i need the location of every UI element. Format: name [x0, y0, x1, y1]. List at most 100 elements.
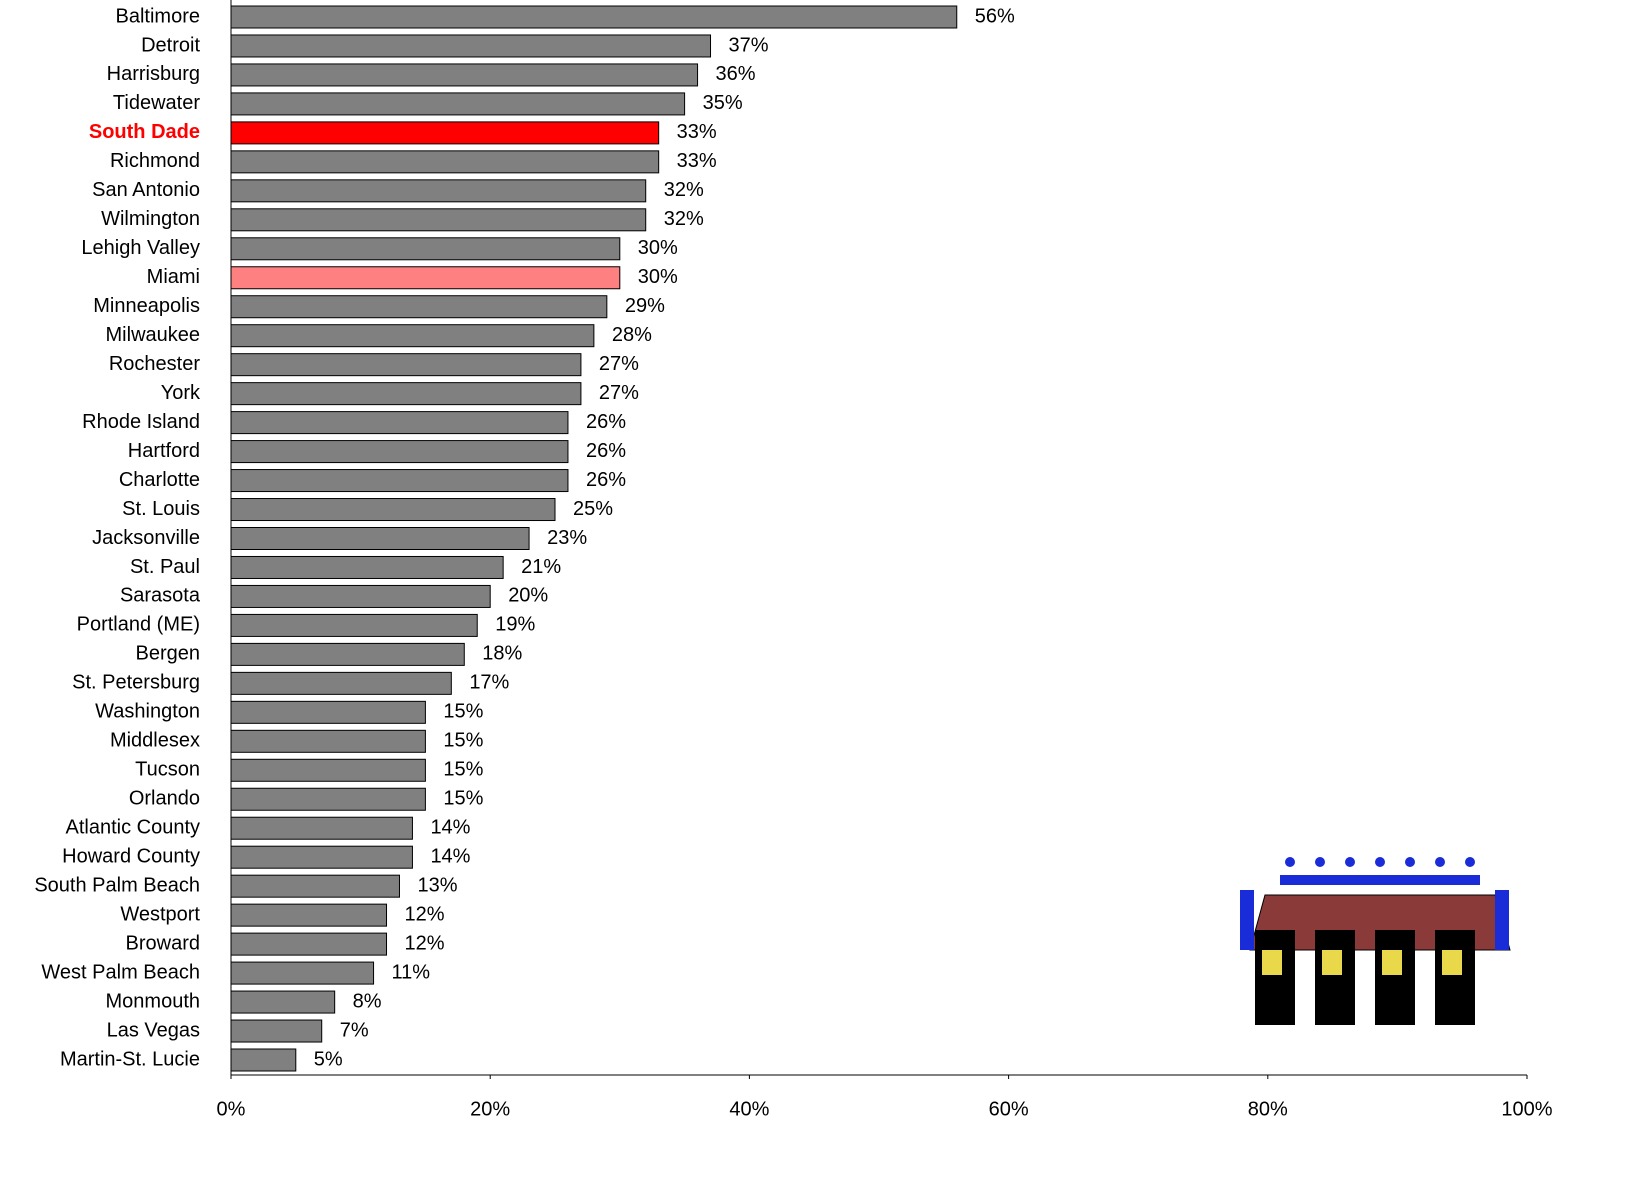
value-label: 26%: [586, 469, 626, 491]
bar: [230, 932, 388, 956]
category-label: St. Louis: [122, 498, 200, 520]
bar: [230, 353, 582, 377]
value-label: 30%: [638, 237, 678, 259]
value-label: 35%: [703, 92, 743, 114]
value-label: 15%: [443, 759, 483, 781]
x-tick-label: 40%: [729, 1098, 769, 1120]
value-label: 28%: [612, 324, 652, 346]
category-label: Westport: [120, 903, 200, 925]
value-label: 27%: [599, 353, 639, 375]
value-label: 12%: [405, 903, 445, 925]
category-label: Jacksonville: [92, 527, 200, 549]
bar: [230, 382, 582, 406]
x-tick-label: 80%: [1248, 1098, 1288, 1120]
category-label: South Dade: [89, 121, 200, 143]
value-label: 15%: [443, 730, 483, 752]
value-label: 23%: [547, 527, 587, 549]
bar: [230, 729, 426, 753]
bar: [230, 63, 699, 87]
category-label: Milwaukee: [106, 324, 200, 346]
category-label: Sarasota: [120, 585, 201, 607]
value-label: 7%: [340, 1019, 369, 1041]
value-label: 26%: [586, 440, 626, 462]
bar: [230, 874, 400, 898]
bar: [230, 816, 413, 840]
bar: [230, 584, 491, 608]
category-label: Baltimore: [116, 5, 200, 27]
value-label: 5%: [314, 1048, 343, 1070]
category-label: Harrisburg: [107, 63, 200, 85]
category-label: Monmouth: [106, 990, 201, 1012]
category-label: Atlantic County: [65, 817, 200, 839]
category-label: Broward: [126, 932, 200, 954]
value-label: 26%: [586, 411, 626, 433]
value-label: 56%: [975, 5, 1015, 27]
value-label: 21%: [521, 556, 561, 578]
x-tick-label: 20%: [470, 1098, 510, 1120]
category-label: Lehigh Valley: [81, 237, 200, 259]
category-label: Rochester: [109, 353, 200, 375]
value-label: 15%: [443, 788, 483, 810]
value-label: 12%: [405, 932, 445, 954]
value-label: 20%: [508, 585, 548, 607]
bar: [230, 440, 569, 464]
bar: [230, 295, 608, 319]
value-label: 32%: [664, 179, 704, 201]
value-label: 29%: [625, 295, 665, 317]
bar: [230, 266, 621, 290]
bar: [230, 5, 958, 29]
bar: [230, 700, 426, 724]
value-label: 33%: [677, 121, 717, 143]
category-label: Martin-St. Lucie: [60, 1048, 200, 1070]
category-label: Portland (ME): [77, 614, 200, 636]
category-label: York: [161, 382, 201, 404]
value-label: 17%: [469, 672, 509, 694]
bar: [230, 642, 465, 666]
x-tick-label: 0%: [217, 1098, 246, 1120]
bar: [230, 613, 478, 637]
value-label: 36%: [716, 63, 756, 85]
bar: [230, 845, 413, 869]
bar: [230, 34, 712, 58]
value-label: 18%: [482, 643, 522, 665]
value-label: 37%: [729, 34, 769, 56]
bar: [230, 121, 660, 145]
category-label: Charlotte: [119, 469, 200, 491]
bar: [230, 411, 569, 435]
category-label: St. Petersburg: [72, 672, 200, 694]
bar: [230, 179, 647, 203]
category-label: St. Paul: [130, 556, 200, 578]
bar: [230, 671, 452, 695]
bar: [230, 92, 686, 116]
x-tick-label: 60%: [989, 1098, 1029, 1120]
value-label: 25%: [573, 498, 613, 520]
category-label: Orlando: [129, 788, 200, 810]
category-label: Minneapolis: [93, 295, 200, 317]
category-label: Middlesex: [110, 730, 200, 752]
value-label: 11%: [392, 961, 431, 983]
category-label: Detroit: [141, 34, 200, 56]
bar: [230, 903, 388, 927]
category-label: Tidewater: [113, 92, 200, 114]
value-label: 32%: [664, 208, 704, 230]
bar: [230, 469, 569, 493]
value-label: 14%: [430, 845, 470, 867]
bar: [230, 961, 375, 985]
category-label: Tucson: [135, 759, 200, 781]
x-tick-label: 100%: [1501, 1098, 1552, 1120]
bar: [230, 990, 336, 1014]
category-label: Howard County: [62, 845, 200, 867]
category-label: Richmond: [110, 150, 200, 172]
meeting-clipart: [1240, 857, 1511, 1025]
value-label: 19%: [495, 614, 535, 636]
category-label: Bergen: [136, 643, 201, 665]
category-label: Rhode Island: [82, 411, 200, 433]
category-label: South Palm Beach: [34, 874, 200, 896]
bar: [230, 758, 426, 782]
value-label: 8%: [353, 990, 382, 1012]
bar: [230, 208, 647, 232]
value-label: 27%: [599, 382, 639, 404]
bar: [230, 1019, 323, 1043]
bar: [230, 787, 426, 811]
bar: [230, 237, 621, 261]
